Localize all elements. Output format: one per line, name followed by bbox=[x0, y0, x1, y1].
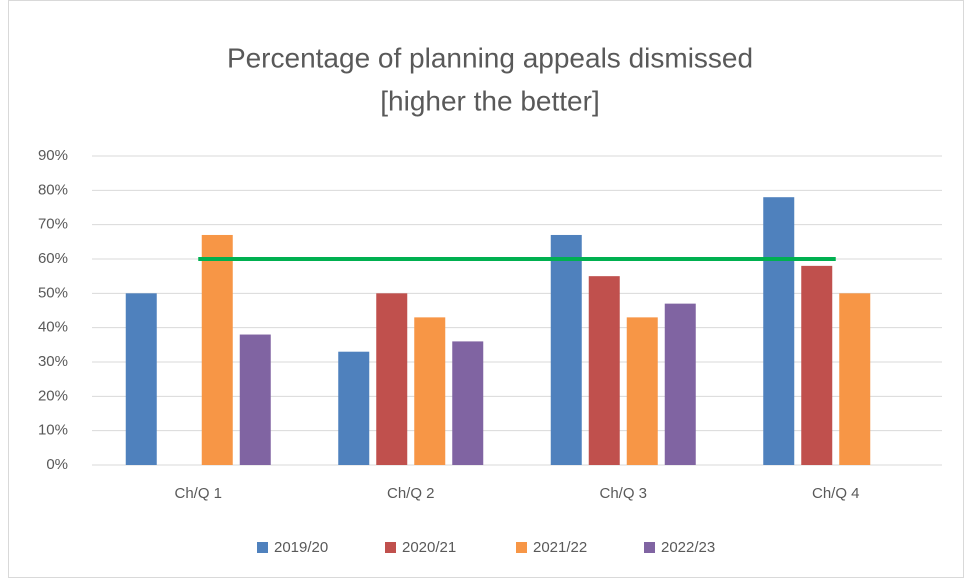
y-tick-label: 30% bbox=[38, 353, 68, 370]
bar bbox=[550, 234, 582, 465]
bar bbox=[452, 341, 484, 465]
y-tick-label: 50% bbox=[38, 284, 68, 301]
y-tick-label: 40% bbox=[38, 319, 68, 336]
legend-swatch bbox=[516, 542, 527, 553]
legend-label: 2021/22 bbox=[533, 539, 587, 556]
legend-swatch bbox=[644, 542, 655, 553]
y-tick-label: 10% bbox=[38, 422, 68, 439]
bar bbox=[763, 197, 795, 465]
legend-label: 2022/23 bbox=[661, 539, 715, 556]
bar bbox=[239, 334, 271, 465]
x-tick-label: Ch/Q 3 bbox=[599, 485, 647, 502]
legend-label: 2019/20 bbox=[274, 539, 328, 556]
y-tick-label: 80% bbox=[38, 181, 68, 198]
y-tick-label: 70% bbox=[38, 216, 68, 233]
y-tick-label: 90% bbox=[38, 147, 68, 164]
x-tick-label: Ch/Q 4 bbox=[812, 485, 860, 502]
bar bbox=[664, 303, 696, 465]
y-tick-label: 60% bbox=[38, 250, 68, 267]
x-tick-label: Ch/Q 2 bbox=[387, 485, 435, 502]
bar bbox=[588, 276, 620, 465]
chart-title: [higher the better] bbox=[380, 85, 599, 116]
chart-title: Percentage of planning appeals dismissed bbox=[227, 42, 753, 73]
bar bbox=[414, 317, 446, 465]
bar bbox=[201, 234, 233, 465]
y-tick-label: 20% bbox=[38, 387, 68, 404]
bar bbox=[839, 293, 871, 465]
bar bbox=[626, 317, 658, 465]
bar bbox=[125, 293, 157, 465]
y-tick-label: 0% bbox=[46, 456, 68, 473]
legend-swatch bbox=[257, 542, 268, 553]
legend-swatch bbox=[385, 542, 396, 553]
bar bbox=[376, 293, 408, 465]
bar bbox=[338, 351, 370, 465]
bar bbox=[801, 265, 833, 465]
x-tick-label: Ch/Q 1 bbox=[174, 485, 222, 502]
legend-label: 2020/21 bbox=[402, 539, 456, 556]
